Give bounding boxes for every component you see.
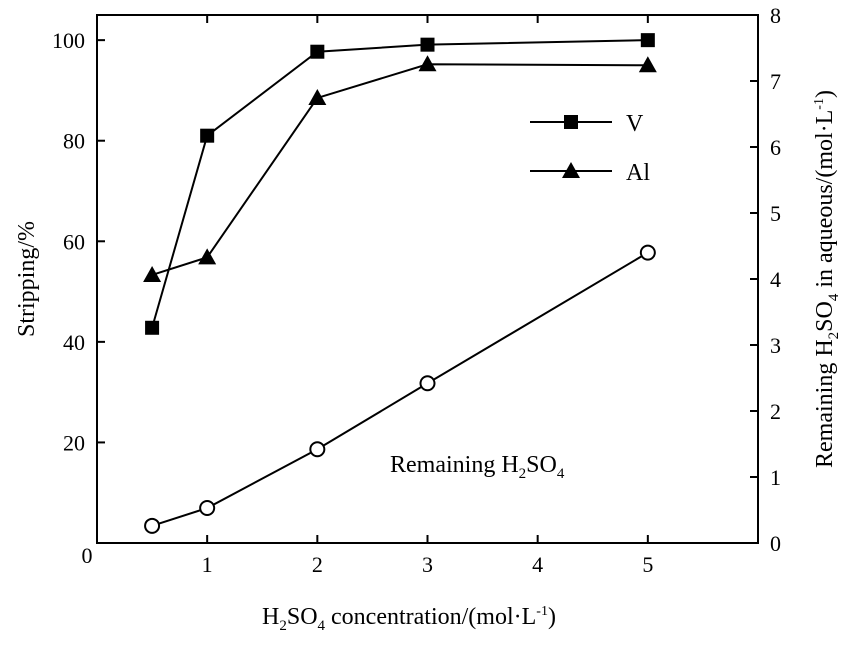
y-right-tick-label: 0 [770,531,781,556]
series-line-2 [151,251,649,527]
x-tick-label: 5 [642,552,653,577]
data-point-v [310,44,325,59]
data-point-al [638,56,657,73]
legend-label-al: Al [626,160,650,186]
y-left-tick-label: 40 [63,330,85,355]
x-axis-title: H2SO4 concentration/(mol·L-1) [262,604,556,634]
data-point-v [145,320,160,335]
tick-labels: 1 2 3 4 5 0 20 40 60 80 100 0 1 2 3 4 5 6 7 8 [52,3,781,577]
data-point-al [198,248,217,265]
y-right-tick-label: 1 [770,465,781,490]
legend: V Al [530,111,650,186]
y-axis-title-right: Remaining H2SO4 in aqueous/(mol·L-1) [812,90,842,468]
data-point-h2so4 [309,441,326,458]
data-point-v [200,128,215,143]
data-point-al [143,265,162,282]
y-right-tick-label: 2 [770,399,781,424]
y-left-tick-label: 60 [63,229,85,254]
data-point-h2so4 [144,517,161,534]
y-right-tick-label: 8 [770,3,781,28]
data-point-v [640,33,655,48]
y-left-tick-label: 100 [52,28,85,53]
data-point-h2so4 [639,244,656,261]
x-tick-label-origin: 0 [82,543,93,568]
data-point-al [308,88,327,105]
y-right-tick-label: 5 [770,201,781,226]
y-left-tick-label: 80 [63,129,85,154]
y-left-tick-label: 20 [63,430,85,455]
x-tick-label: 4 [532,552,543,577]
data-point-h2so4 [419,375,436,392]
series-markers [143,33,657,534]
x-tick-label: 1 [202,552,213,577]
y-axis-title-left: Stripping/% [14,221,40,337]
annotation-remaining-h2so4: Remaining H2SO4 [390,452,565,482]
legend-marker-al [562,162,580,178]
data-point-v [420,37,435,52]
y-right-tick-label: 3 [770,333,781,358]
x-tick-label: 3 [422,552,433,577]
series-line-0 [151,39,648,329]
y-right-tick-label: 6 [770,135,781,160]
data-point-h2so4 [199,500,216,517]
legend-marker-v [564,115,578,129]
y-right-tick-label: 7 [770,69,781,94]
data-point-al [418,55,437,72]
axis-ticks [97,14,758,544]
x-tick-label: 2 [312,552,323,577]
legend-label-v: V [626,111,644,137]
y-right-tick-label: 4 [770,267,781,292]
